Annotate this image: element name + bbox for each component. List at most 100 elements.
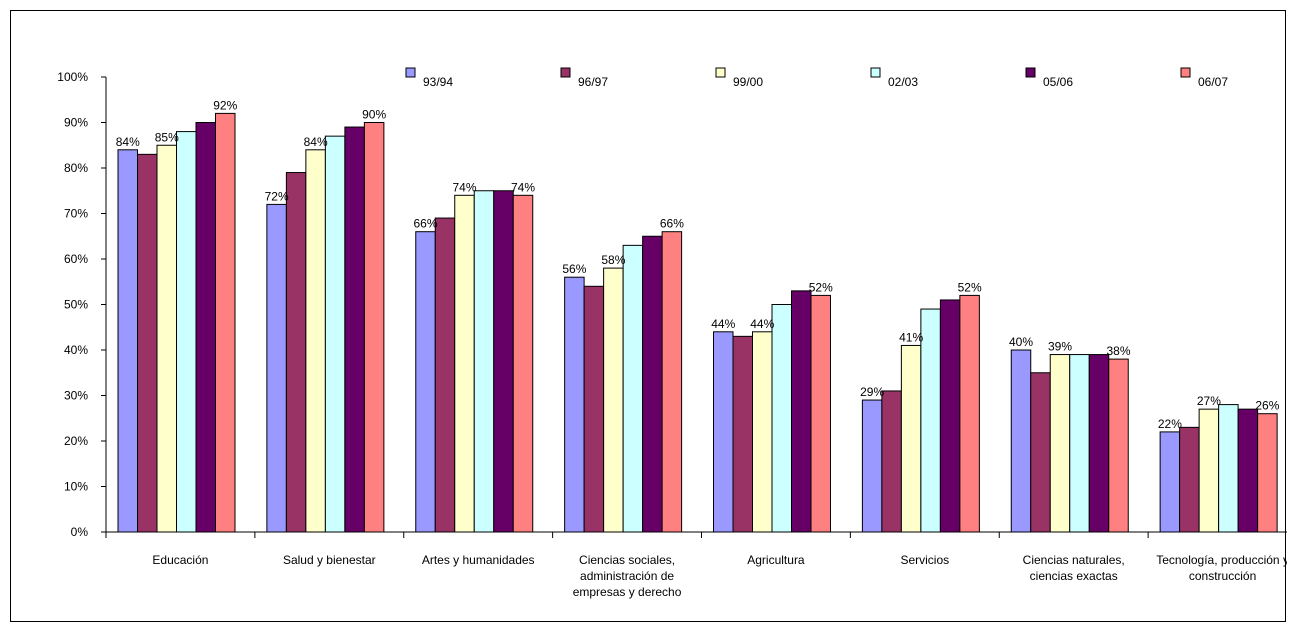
- plot-area: 0% 10% 20% 30% 40% 50% 60% 70% 80% 90% 100% Educaci…: [57, 70, 1298, 599]
- x-tick-label-line: empresas y derecho: [573, 585, 682, 599]
- legend-swatch: [870, 67, 881, 78]
- data-label: 92%: [213, 98, 237, 112]
- x-tick-label: Artes y humanidades: [422, 553, 535, 567]
- x-tick-label-line: Servicios: [900, 553, 949, 567]
- legend: 93/94 96/97 99/00 02/03 05/06 06/07: [405, 67, 1228, 89]
- x-tick-label-line: Ciencias sociales,: [579, 553, 675, 567]
- legend-swatch: [1180, 67, 1191, 78]
- y-tick-label: 0%: [71, 525, 89, 539]
- bar-96-97: [583, 285, 605, 533]
- data-label: 22%: [1158, 417, 1182, 431]
- chart-frame: 0% 10% 20% 30% 40% 50% 60% 70% 80% 90% 100% Educaci…: [10, 10, 1298, 622]
- legend-swatch: [1025, 67, 1036, 78]
- y-tick-label: 70%: [64, 207, 88, 221]
- data-label: 52%: [809, 280, 833, 294]
- x-tick-label: Servicios: [900, 553, 949, 567]
- legend-label: 93/94: [423, 75, 453, 89]
- x-tick-label: Tecnología, producción y construcción: [1156, 553, 1287, 583]
- legend-label: 02/03: [888, 75, 918, 89]
- y-tick-label: 100%: [57, 70, 88, 84]
- bar-02-03: [176, 131, 197, 533]
- bar-99-00: [900, 344, 922, 533]
- bar-chart: 0% 10% 20% 30% 40% 50% 60% 70% 80% 90% 100% Educaci…: [57, 67, 1298, 599]
- x-tick-label: Ciencias naturales, ciencias exactas: [1023, 553, 1125, 583]
- x-tick-label: Educación: [152, 553, 208, 567]
- bar-96-97: [137, 153, 158, 533]
- x-tick-label-line: Agricultura: [747, 553, 805, 567]
- bar-99-00: [752, 331, 773, 533]
- bar-93-94: [564, 276, 585, 533]
- data-label: 41%: [899, 330, 923, 344]
- bar-06-07: [1257, 413, 1278, 533]
- data-label: 74%: [452, 180, 476, 194]
- bar-06-07: [215, 112, 236, 533]
- data-label: 39%: [1048, 340, 1072, 354]
- bar-06-07: [959, 294, 980, 533]
- x-tick-label-line: Salud y bienestar: [283, 553, 376, 567]
- data-label: 26%: [1255, 399, 1279, 413]
- legend-label: 99/00: [733, 75, 763, 89]
- data-label: 85%: [155, 130, 179, 144]
- bar-05-06: [791, 290, 812, 533]
- bar-02-03: [771, 304, 792, 533]
- bar-93-94: [713, 331, 734, 533]
- data-label: 74%: [511, 180, 535, 194]
- data-label: 90%: [362, 108, 386, 122]
- x-tick-label: Ciencias sociales, administración de empre…: [573, 553, 682, 599]
- x-tick-label: Salud y bienestar: [283, 553, 376, 567]
- x-tick-label-line: ciencias exactas: [1030, 569, 1118, 583]
- bar-93-94: [1159, 431, 1181, 533]
- bar-05-06: [939, 299, 961, 533]
- bar-06-07: [810, 294, 831, 533]
- bar-99-00: [1049, 354, 1071, 533]
- x-tick-label-line: administración de: [580, 569, 674, 583]
- bar-99-00: [454, 194, 475, 533]
- x-tick-label: Agricultura: [747, 553, 805, 567]
- y-tick-label: 20%: [64, 434, 88, 448]
- x-tick-label-line: construcción: [1189, 569, 1256, 583]
- data-label: 84%: [116, 135, 140, 149]
- data-label: 56%: [562, 262, 586, 276]
- bar-99-00: [305, 149, 326, 533]
- y-tick-label: 60%: [64, 252, 88, 266]
- bar-02-03: [324, 135, 346, 533]
- bar-02-03: [920, 308, 941, 533]
- legend-label: 96/97: [578, 75, 608, 89]
- bar-02-03: [622, 244, 644, 533]
- x-tick-label-line: Ciencias naturales,: [1023, 553, 1125, 567]
- data-label: 44%: [711, 317, 735, 331]
- data-label: 66%: [413, 217, 437, 231]
- bar-96-97: [1030, 372, 1051, 533]
- bar-05-06: [1088, 354, 1110, 533]
- bar-05-06: [1237, 408, 1259, 533]
- legend-swatch: [405, 67, 416, 78]
- data-label: 44%: [750, 317, 774, 331]
- y-tick-label: 90%: [64, 116, 88, 130]
- bar-05-06: [344, 126, 365, 533]
- bar-93-94: [415, 231, 436, 533]
- bar-96-97: [285, 172, 307, 533]
- x-tick-label-line: Educación: [152, 553, 208, 567]
- y-tick-label: 80%: [64, 161, 88, 175]
- bar-96-97: [732, 335, 753, 533]
- bar-05-06: [195, 122, 216, 533]
- bar-02-03: [473, 190, 495, 533]
- data-label: 72%: [265, 189, 289, 203]
- bar-93-94: [266, 203, 287, 533]
- y-tick-label: 30%: [64, 389, 88, 403]
- bar-05-06: [642, 235, 663, 533]
- bar-93-94: [861, 399, 883, 533]
- bar-06-07: [1108, 358, 1129, 533]
- bar-96-97: [1179, 426, 1200, 533]
- bar-96-97: [881, 390, 902, 533]
- bar-06-07: [661, 231, 683, 533]
- bar-93-94: [1010, 349, 1032, 533]
- legend-swatch: [560, 67, 571, 78]
- data-label: 29%: [860, 385, 884, 399]
- data-label: 40%: [1009, 335, 1033, 349]
- y-tick-label: 40%: [64, 343, 88, 357]
- y-tick-label: 50%: [64, 298, 88, 312]
- bar-96-97: [434, 217, 456, 533]
- bar-06-07: [363, 122, 385, 533]
- x-tick-label-line: Artes y humanidades: [422, 553, 535, 567]
